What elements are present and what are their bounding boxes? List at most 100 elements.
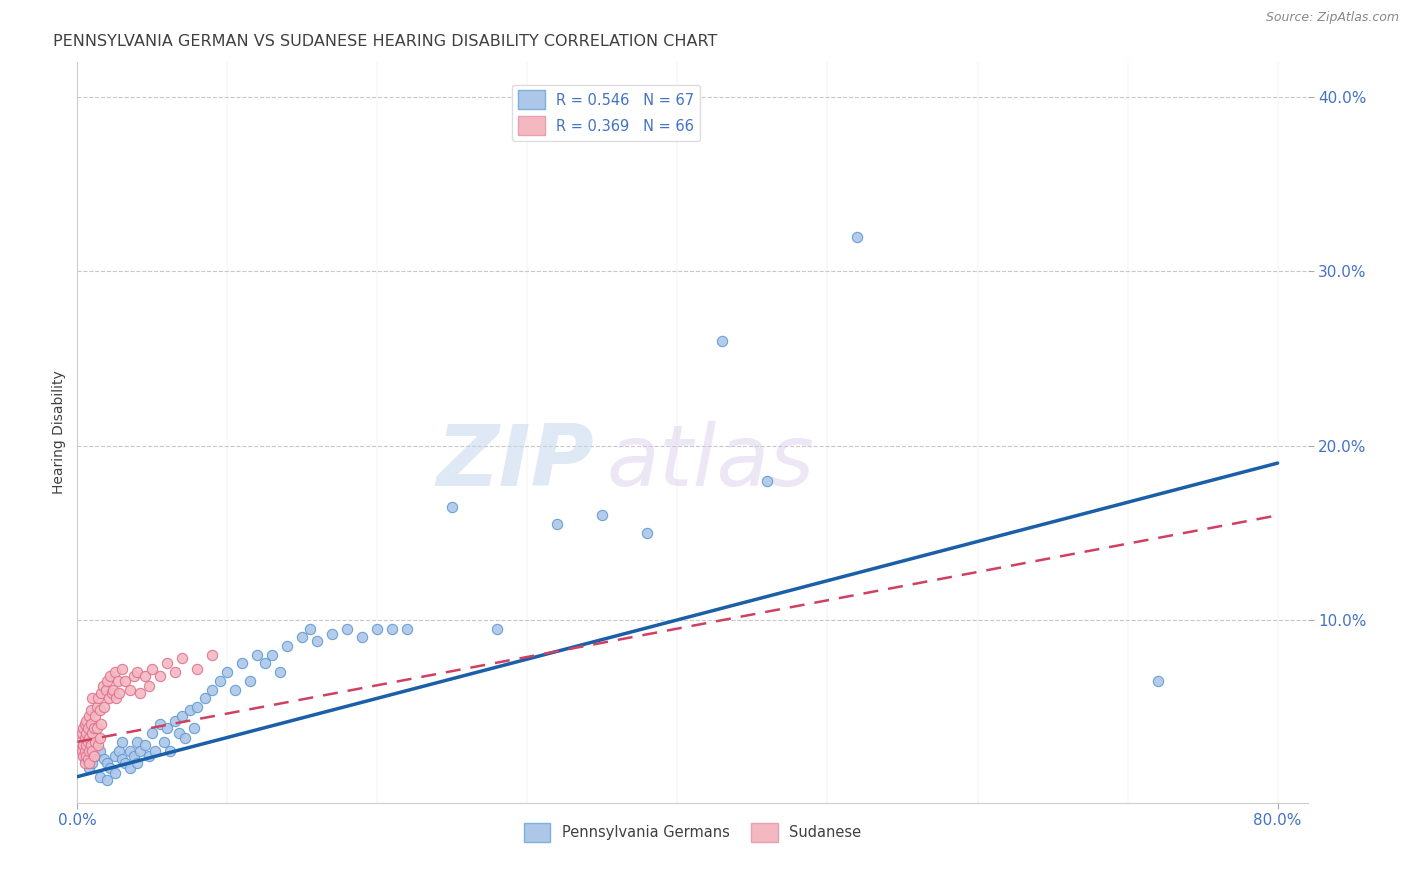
Point — [276, 639, 298, 653]
Point — [141, 726, 163, 740]
Point — [104, 766, 127, 780]
Point — [96, 673, 118, 688]
Point — [153, 735, 176, 749]
Point — [108, 743, 131, 757]
Point — [1146, 673, 1168, 688]
Point — [124, 748, 146, 763]
Point — [79, 743, 101, 757]
Point — [486, 622, 509, 636]
Point — [73, 752, 96, 766]
Point — [194, 691, 217, 706]
Point — [129, 743, 152, 757]
Point — [97, 691, 120, 706]
Point — [381, 622, 404, 636]
Point — [111, 752, 134, 766]
Point — [79, 731, 101, 746]
Point — [82, 726, 104, 740]
Point — [82, 756, 104, 770]
Point — [73, 756, 96, 770]
Point — [441, 500, 464, 514]
Point — [98, 668, 121, 682]
Point — [163, 665, 186, 680]
Point — [262, 648, 284, 662]
Point — [179, 703, 201, 717]
Point — [231, 657, 253, 671]
Point — [107, 673, 129, 688]
Point — [224, 682, 246, 697]
Point — [636, 525, 658, 540]
Point — [70, 726, 93, 740]
Point — [208, 673, 231, 688]
Point — [72, 748, 94, 763]
Point — [336, 622, 359, 636]
Point — [75, 714, 97, 728]
Point — [186, 700, 208, 714]
Point — [73, 717, 96, 731]
Point — [201, 682, 224, 697]
Point — [73, 743, 96, 757]
Point — [108, 686, 131, 700]
Point — [846, 229, 869, 244]
Point — [239, 673, 262, 688]
Point — [80, 703, 103, 717]
Point — [321, 627, 343, 641]
Point — [159, 743, 181, 757]
Point — [79, 756, 101, 770]
Point — [127, 756, 149, 770]
Point — [756, 474, 779, 488]
Point — [711, 334, 734, 348]
Point — [163, 714, 186, 728]
Point — [83, 721, 105, 735]
Point — [104, 748, 127, 763]
Point — [298, 622, 321, 636]
Point — [111, 662, 134, 676]
Point — [84, 708, 107, 723]
Point — [156, 657, 179, 671]
Y-axis label: Hearing Disability: Hearing Disability — [52, 371, 66, 494]
Point — [90, 686, 112, 700]
Point — [186, 662, 208, 676]
Point — [118, 743, 141, 757]
Point — [127, 735, 149, 749]
Point — [105, 691, 128, 706]
Point — [82, 743, 104, 757]
Point — [114, 756, 136, 770]
Point — [246, 648, 269, 662]
Point — [141, 662, 163, 676]
Point — [591, 508, 613, 523]
Text: Source: ZipAtlas.com: Source: ZipAtlas.com — [1265, 11, 1399, 24]
Point — [172, 708, 194, 723]
Point — [149, 668, 172, 682]
Point — [118, 682, 141, 697]
Point — [269, 665, 291, 680]
Point — [138, 679, 160, 693]
Point — [72, 721, 94, 735]
Point — [217, 665, 239, 680]
Point — [93, 752, 115, 766]
Point — [89, 731, 111, 746]
Point — [129, 686, 152, 700]
Point — [396, 622, 419, 636]
Point — [83, 748, 105, 763]
Point — [118, 761, 141, 775]
Point — [149, 717, 172, 731]
Point — [127, 665, 149, 680]
Point — [253, 657, 276, 671]
Point — [94, 682, 117, 697]
Point — [143, 743, 166, 757]
Point — [101, 686, 124, 700]
Point — [156, 721, 179, 735]
Point — [75, 739, 97, 753]
Point — [174, 731, 197, 746]
Point — [89, 703, 111, 717]
Point — [79, 761, 101, 775]
Point — [72, 739, 94, 753]
Point — [172, 651, 194, 665]
Point — [352, 630, 374, 644]
Point — [134, 668, 156, 682]
Point — [201, 648, 224, 662]
Point — [124, 668, 146, 682]
Point — [96, 756, 118, 770]
Point — [366, 622, 388, 636]
Point — [75, 748, 97, 763]
